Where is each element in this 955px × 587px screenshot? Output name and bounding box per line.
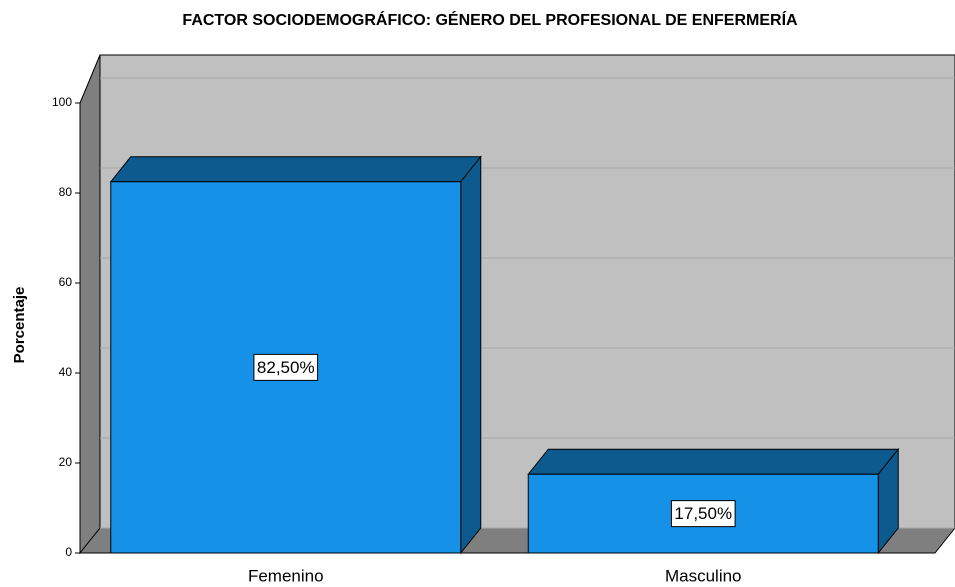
y-tick-label: 80 [59,185,73,199]
bar-top [109,156,482,183]
value-label-box [670,500,736,528]
y-axis-label: Porcentaje [11,287,28,364]
x-tick-label: Masculino [665,566,742,585]
side-wall [79,54,101,555]
y-tick-label: 60 [59,275,73,289]
x-tick-label: Femenino [248,566,324,585]
value-label-box [253,353,319,381]
y-tick-label: 20 [59,455,73,469]
chart-title: FACTOR SOCIODEMOGRÁFICO: GÉNERO DEL PROF… [182,10,798,29]
value-label: 82,50% [257,358,315,377]
value-label: 17,50% [674,504,732,523]
y-tick-label: 100 [52,95,72,109]
bar-side [460,155,482,555]
y-tick-label: 40 [59,365,73,379]
bar-top [527,448,900,475]
y-tick-label: 0 [65,545,72,559]
